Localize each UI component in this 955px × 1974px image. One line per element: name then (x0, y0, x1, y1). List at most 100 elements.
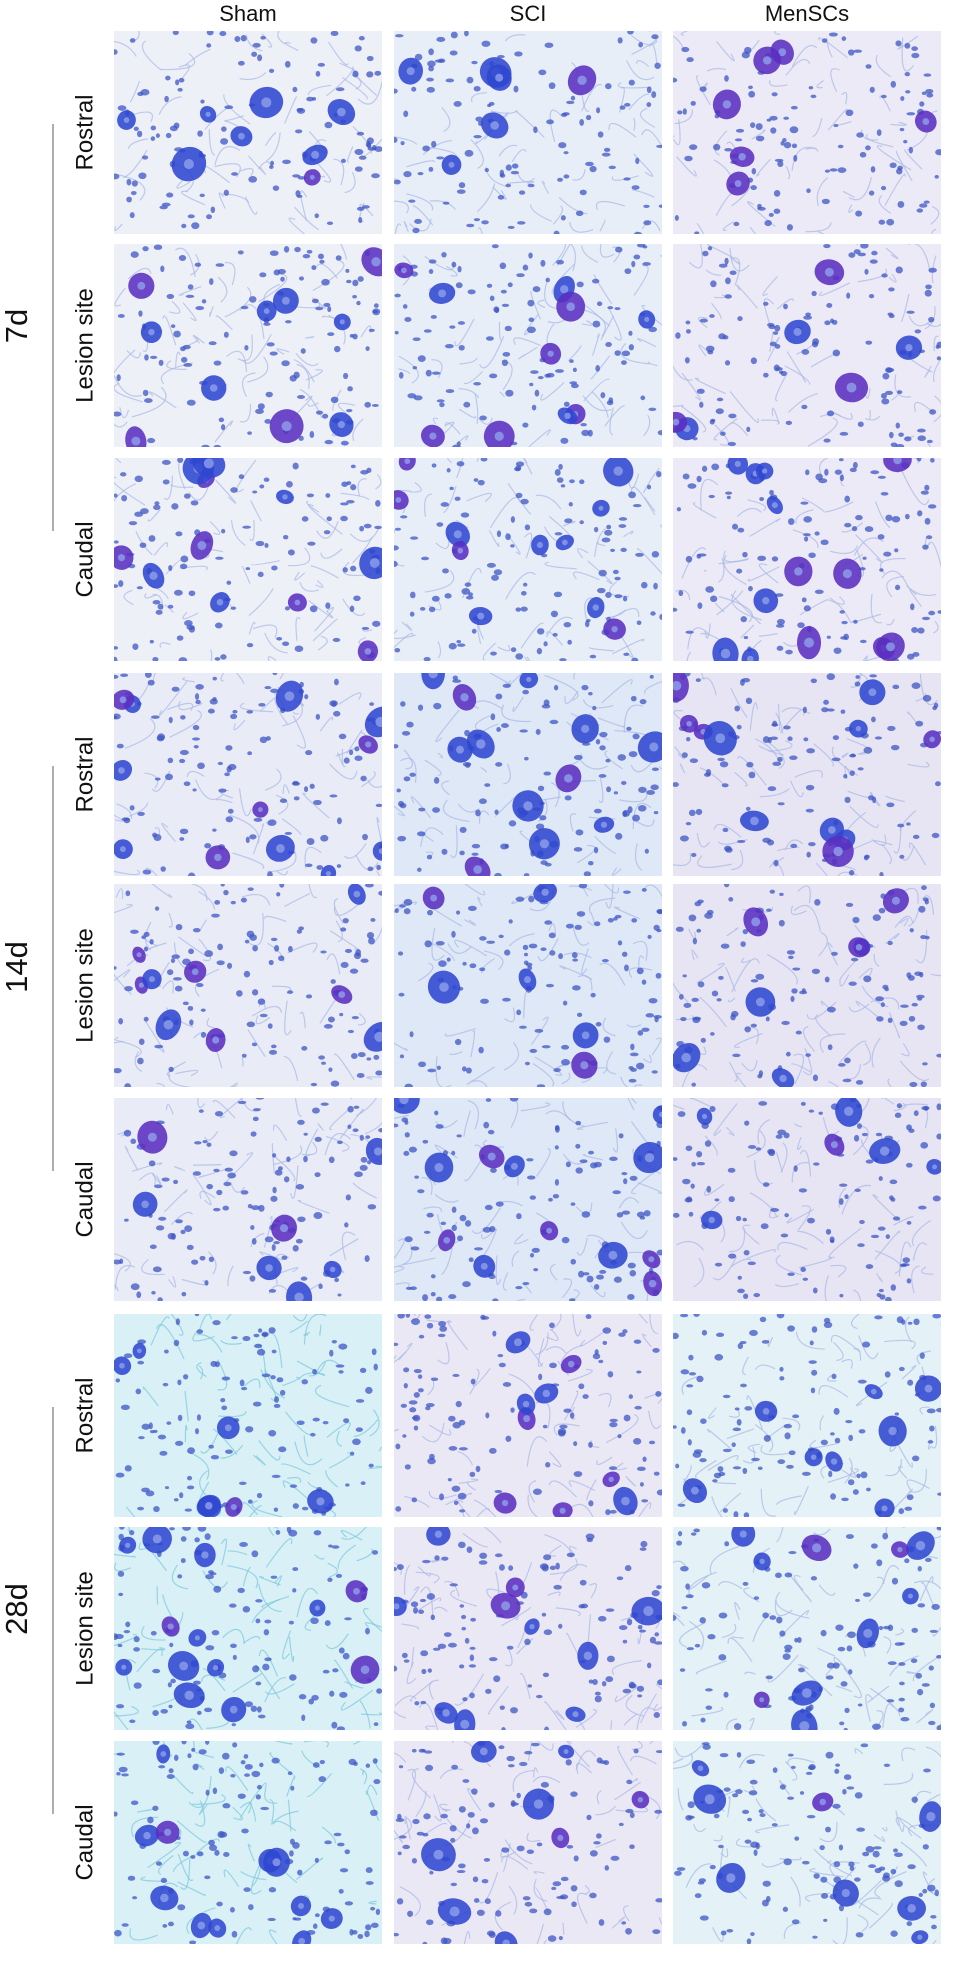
nucleus (133, 1647, 140, 1652)
nucleus (305, 863, 313, 867)
nucleolus (763, 56, 771, 64)
nucleus (773, 331, 778, 335)
nucleus (456, 910, 460, 914)
nucleus (399, 1765, 403, 1768)
nucleus (439, 1326, 447, 1332)
nucleus (270, 1196, 277, 1202)
nucleus (118, 1571, 124, 1577)
nucleus (585, 621, 589, 628)
nucleus (619, 1823, 624, 1826)
nucleus (323, 303, 330, 307)
nucleus (194, 1537, 199, 1542)
nucleus (594, 1284, 599, 1290)
nucleus (258, 403, 265, 409)
nucleus (168, 1682, 172, 1687)
nucleus (792, 1414, 799, 1418)
nucleus (865, 341, 872, 345)
nucleus (533, 1268, 538, 1271)
nucleus (353, 595, 360, 601)
nucleus (477, 1910, 485, 1916)
nucleus (691, 998, 698, 1002)
nucleus (932, 1314, 941, 1319)
nucleus (889, 314, 895, 318)
nucleus (511, 171, 519, 175)
nucleus (930, 1703, 935, 1709)
nucleus (737, 1289, 745, 1293)
nucleus (823, 438, 830, 442)
nucleus (720, 432, 726, 436)
nucleolus (856, 726, 861, 731)
group-label: 14d (0, 941, 34, 993)
nucleus (212, 1630, 220, 1635)
nucleus (194, 745, 199, 749)
nucleus (404, 1659, 410, 1662)
nucleus (730, 1014, 736, 1020)
nucleus (137, 1361, 144, 1365)
nucleus (310, 37, 317, 43)
nucleus (337, 1141, 343, 1145)
nucleus (417, 831, 425, 836)
nucleus (489, 1932, 496, 1938)
nucleus (239, 1482, 247, 1485)
nucleus (260, 736, 268, 743)
nucleus (882, 1533, 888, 1540)
nucleus (812, 1326, 818, 1333)
nucleus (426, 370, 432, 377)
nucleus (858, 421, 864, 427)
nucleus (151, 136, 156, 141)
nucleus (367, 867, 373, 872)
nucleus (696, 809, 703, 815)
nucleus (681, 1606, 687, 1609)
nucleus (777, 619, 785, 625)
nucleus (175, 531, 182, 536)
nucleus (303, 1156, 308, 1163)
nucleus (830, 168, 838, 171)
nucleus (813, 1162, 819, 1165)
nucleus (681, 47, 689, 52)
nucleus (920, 935, 926, 939)
nucleolus (371, 257, 380, 266)
nucleus (251, 1131, 257, 1136)
nucleus (912, 682, 921, 689)
nucleus (260, 1014, 268, 1017)
nucleus (423, 1813, 430, 1819)
micrograph (109, 1287, 392, 1535)
nucleus (292, 174, 300, 177)
nucleus (481, 220, 489, 224)
nucleus (462, 1066, 467, 1071)
nucleus (602, 1681, 606, 1687)
nucleus (592, 706, 596, 710)
nucleus (260, 36, 266, 40)
nucleus (131, 251, 139, 258)
nucleus (767, 323, 774, 327)
nucleolus (871, 1389, 877, 1395)
nucleus (523, 945, 529, 950)
nucleus (410, 612, 415, 617)
nucleolus (673, 419, 680, 426)
nucleus (118, 1644, 123, 1647)
nucleus (169, 1527, 175, 1530)
nucleus (179, 759, 185, 763)
nucleus (496, 1201, 504, 1206)
nucleus (585, 162, 594, 166)
nucleus (622, 810, 630, 817)
nucleolus (648, 1256, 654, 1262)
nucleus (833, 124, 838, 127)
nucleus (466, 1823, 470, 1828)
nucleus (826, 1675, 834, 1679)
nucleus (647, 1662, 651, 1668)
nucleus (494, 1490, 502, 1493)
nucleus (879, 872, 883, 878)
nucleus (827, 1007, 836, 1013)
nucleus (164, 96, 169, 102)
nucleus (249, 834, 256, 839)
nucleus (334, 1278, 339, 1282)
nucleus (327, 306, 331, 312)
row-label: Caudal (71, 521, 98, 597)
nucleus (215, 657, 221, 661)
nucleolus (185, 1691, 194, 1700)
nucleus (180, 346, 186, 351)
nucleus (639, 1629, 646, 1632)
nucleolus (614, 466, 623, 475)
nucleus (129, 1720, 135, 1723)
